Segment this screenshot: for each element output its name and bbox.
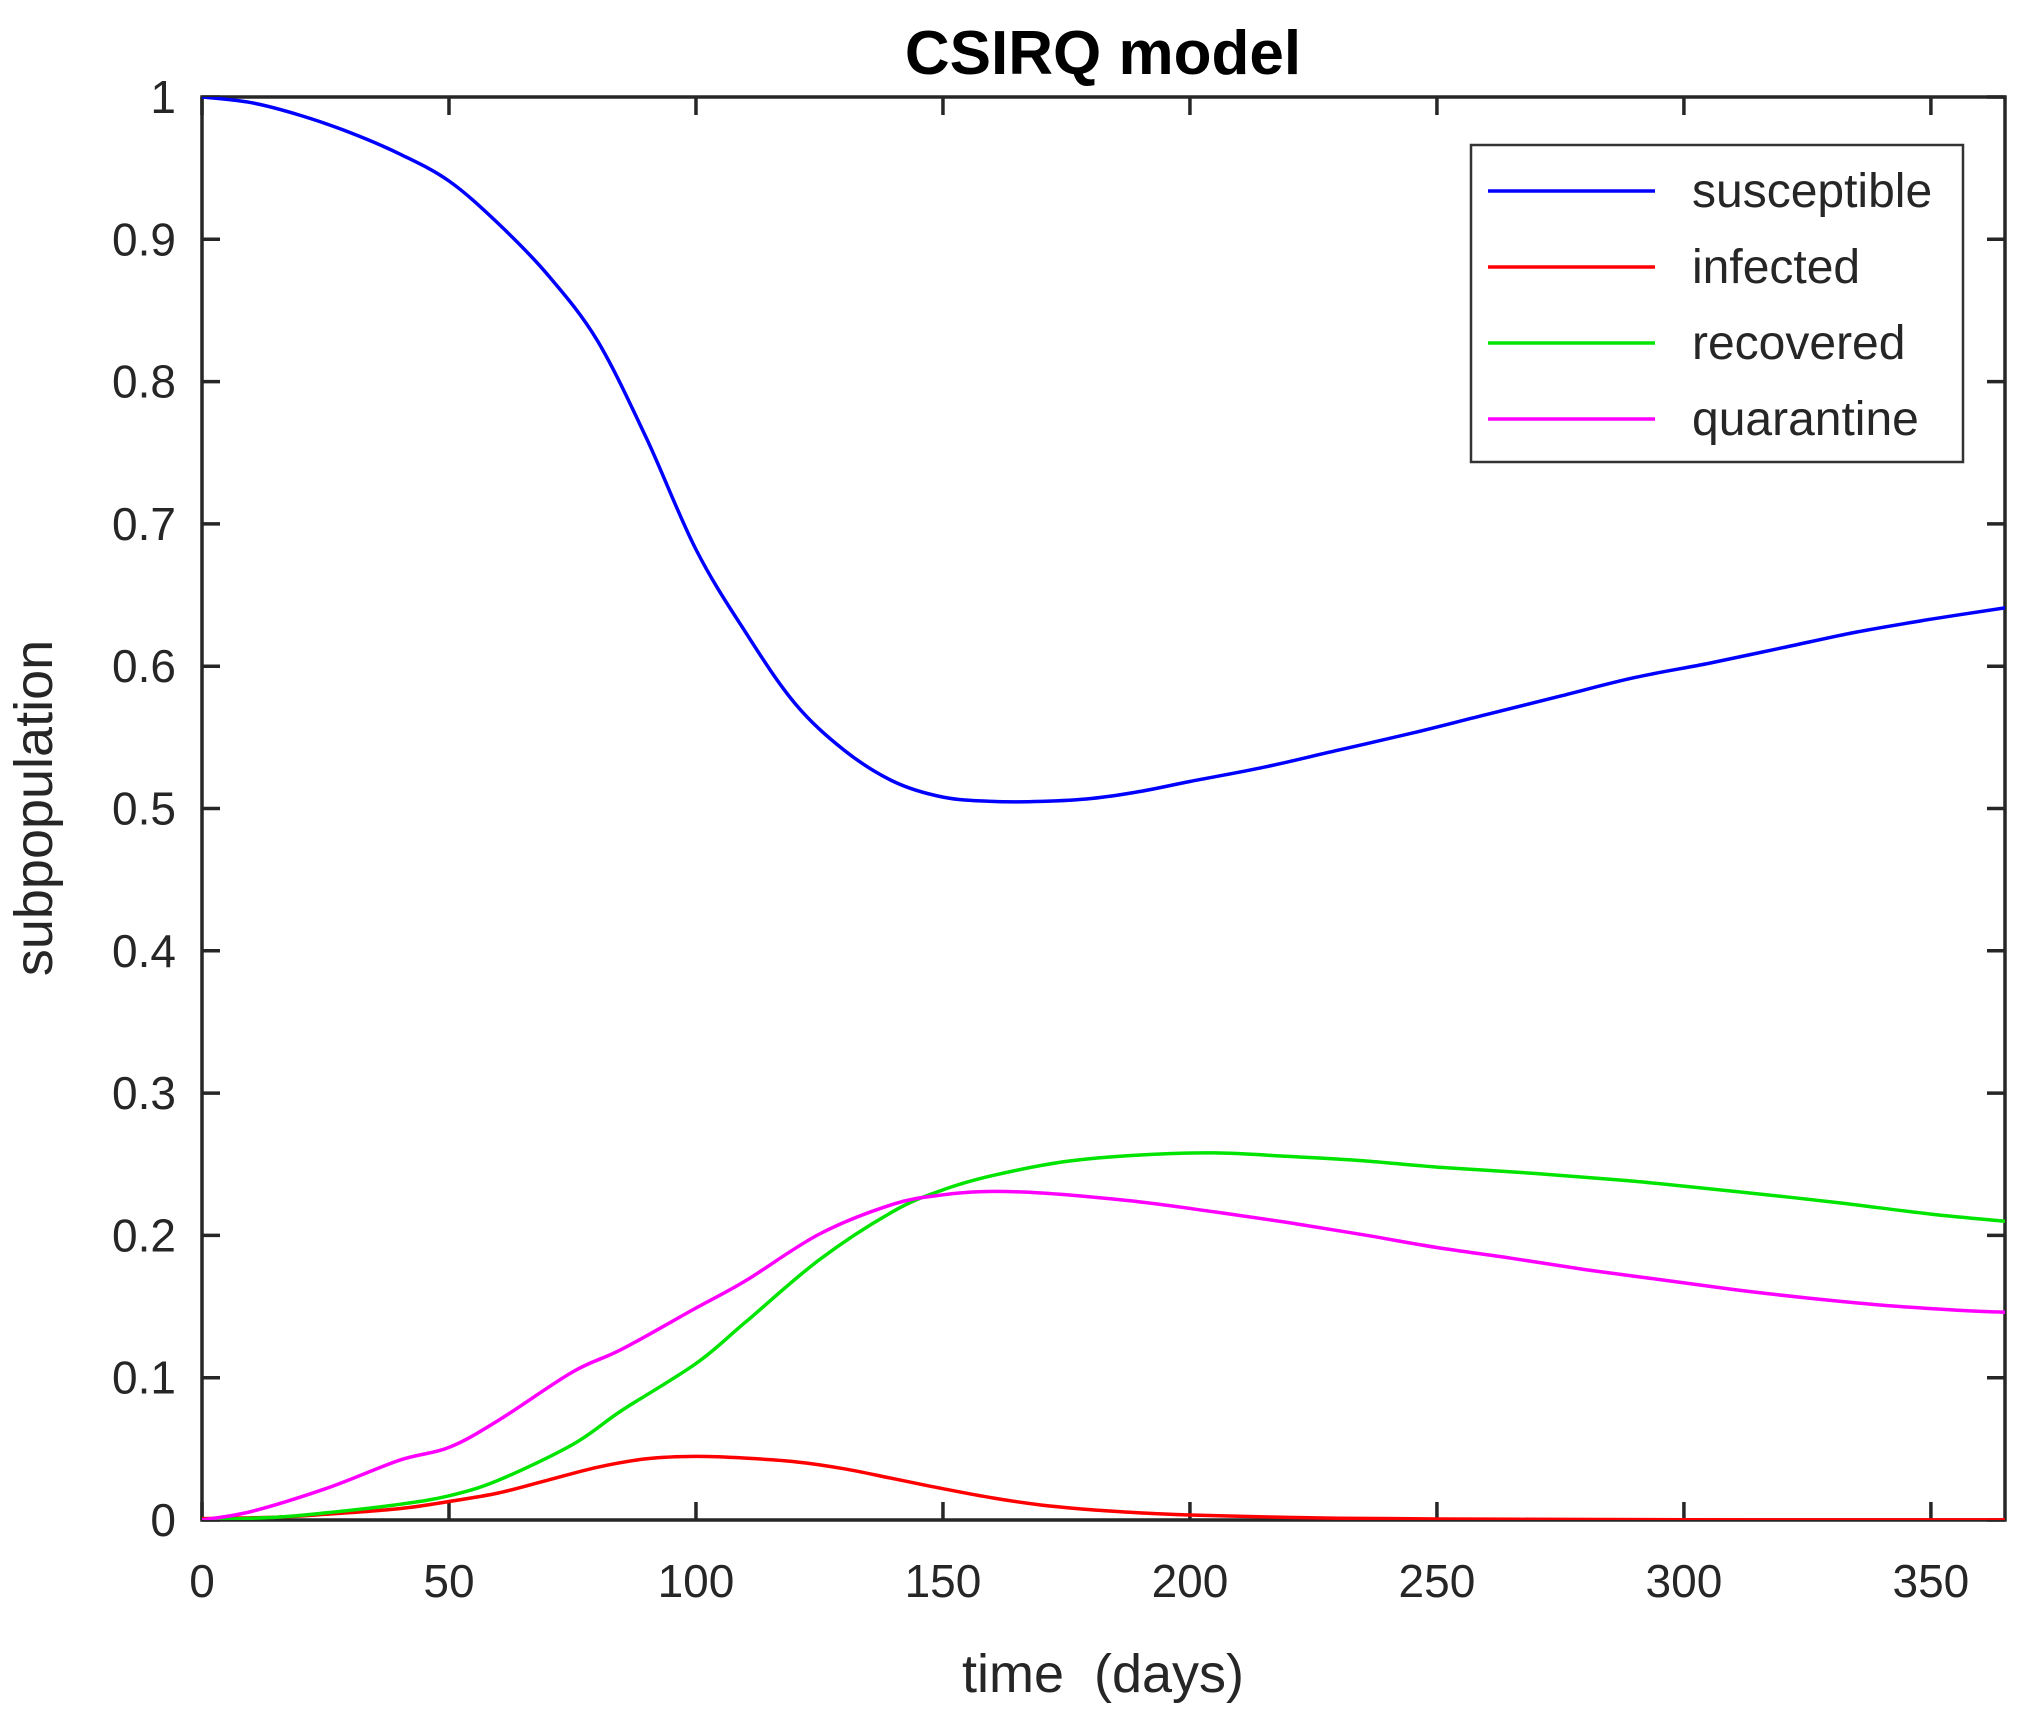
- y-tick-label: 0.3: [112, 1067, 176, 1119]
- y-tick-label: 0.1: [112, 1352, 176, 1404]
- curve-recovered: [202, 1151, 2005, 1520]
- y-tick-label: 0: [150, 1494, 176, 1546]
- curves: [202, 97, 2005, 1520]
- y-axis-label: subpopulation: [4, 640, 64, 976]
- y-tick-label: 0.2: [112, 1209, 176, 1261]
- legend-label-infected: infected: [1692, 241, 1860, 294]
- legend: susceptible infected recovered quarantin…: [1469, 143, 1965, 464]
- y-tick-label: 0.5: [112, 783, 176, 835]
- axes: 0 50 100 150 200 250 300 350 0 0.1 0.2 0.3 0.4 0.5 0.6…: [112, 71, 2007, 1607]
- curve-susceptible: [202, 97, 2005, 804]
- chart-title: CSIRQ model: [905, 19, 1301, 88]
- y-tick-label: 0.4: [112, 925, 176, 977]
- y-tick-label: 0.9: [112, 213, 176, 265]
- x-tick-label: 50: [423, 1555, 474, 1607]
- legend-label-quarantine: quarantine: [1692, 393, 1919, 446]
- curve-infected: [202, 1454, 2005, 1520]
- y-tick-label: 0.7: [112, 498, 176, 550]
- y-tick-label: 1: [150, 71, 176, 123]
- y-tick-label: 0.6: [112, 640, 176, 692]
- x-tick-label: 350: [1893, 1555, 1970, 1607]
- x-tick-label: 0: [189, 1555, 215, 1607]
- x-tick-label: 250: [1399, 1555, 1476, 1607]
- x-axis-label: time (days): [962, 1644, 1244, 1704]
- y-tick-label: 0.8: [112, 356, 176, 408]
- legend-label-recovered: recovered: [1692, 317, 1905, 370]
- x-tick-label: 100: [658, 1555, 735, 1607]
- x-tick-label: 200: [1152, 1555, 1229, 1607]
- x-tick-label: 300: [1646, 1555, 1723, 1607]
- x-tick-label: 150: [905, 1555, 982, 1607]
- curve-quarantine: [202, 1189, 2005, 1520]
- legend-box: [1469, 143, 1965, 464]
- legend-label-susceptible: susceptible: [1692, 165, 1932, 218]
